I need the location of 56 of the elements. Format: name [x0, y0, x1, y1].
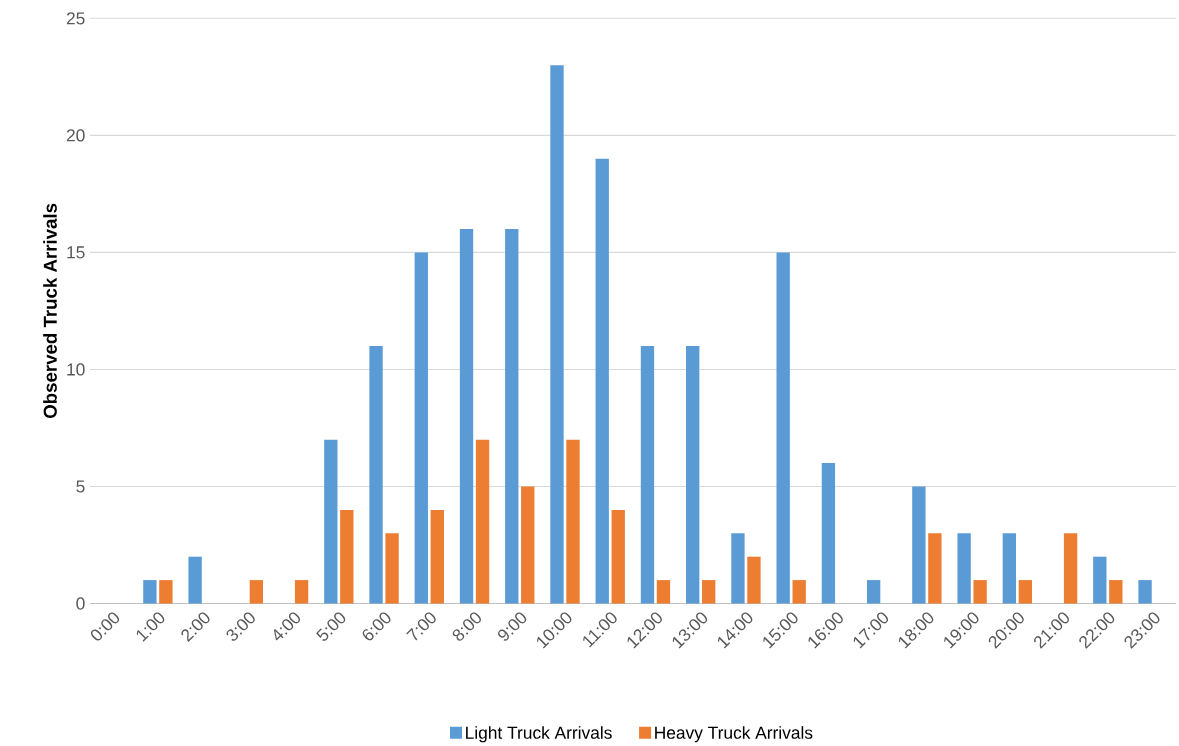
bar	[1063, 533, 1078, 604]
y-tick-label: 10	[67, 363, 85, 376]
bar	[340, 509, 354, 604]
x-tick-label: 6:00	[362, 612, 391, 641]
bar	[430, 509, 444, 604]
bar	[385, 533, 399, 604]
bar	[1109, 580, 1123, 604]
bar	[324, 439, 338, 604]
y-axis-title: Observed Truck Arrivals	[43, 203, 57, 419]
bar	[912, 486, 926, 604]
bar	[143, 580, 157, 604]
legend-label: Heavy Truck Arrivals	[655, 726, 813, 743]
bar	[747, 556, 761, 604]
bar	[640, 346, 655, 604]
bar	[973, 580, 987, 604]
bar	[414, 252, 428, 604]
bar	[866, 580, 881, 604]
y-tick-label: 20	[66, 129, 85, 142]
bar	[521, 486, 535, 604]
bar	[686, 346, 700, 604]
x-tick-label: 9:00	[497, 612, 527, 641]
bar	[656, 580, 671, 604]
bar	[505, 228, 519, 604]
bar	[1002, 533, 1017, 604]
bar	[249, 580, 264, 604]
x-tick-label: 4:00	[274, 612, 301, 641]
bar	[566, 439, 580, 604]
bar	[731, 533, 745, 604]
bar	[957, 533, 971, 604]
x-tick-label: 5:00	[316, 612, 346, 641]
bar	[475, 439, 490, 604]
y-tick-label: 15	[67, 246, 85, 259]
bar	[702, 580, 716, 604]
y-tick-label: 25	[66, 12, 85, 25]
bar	[1138, 580, 1152, 604]
bar	[294, 580, 309, 604]
bar	[550, 65, 564, 604]
y-tick-label: 0	[76, 597, 85, 610]
bar	[611, 509, 625, 604]
bar	[792, 580, 806, 604]
bar	[776, 252, 790, 604]
bar	[821, 463, 836, 604]
legend-label: Light Truck Arrivals	[466, 726, 612, 743]
bar	[928, 533, 942, 604]
bar	[1093, 556, 1107, 604]
bar	[1018, 580, 1033, 604]
bar	[595, 158, 609, 604]
bar	[459, 228, 474, 604]
bar	[369, 346, 383, 604]
y-tick-label: 5	[76, 480, 85, 493]
x-tick-label: 0:00	[91, 612, 120, 641]
x-tick-label: 7:00	[406, 612, 436, 641]
x-tick-label: 8:00	[452, 612, 481, 641]
bar	[159, 580, 173, 604]
bar	[188, 556, 202, 604]
x-tick-label: 3:00	[226, 612, 255, 641]
